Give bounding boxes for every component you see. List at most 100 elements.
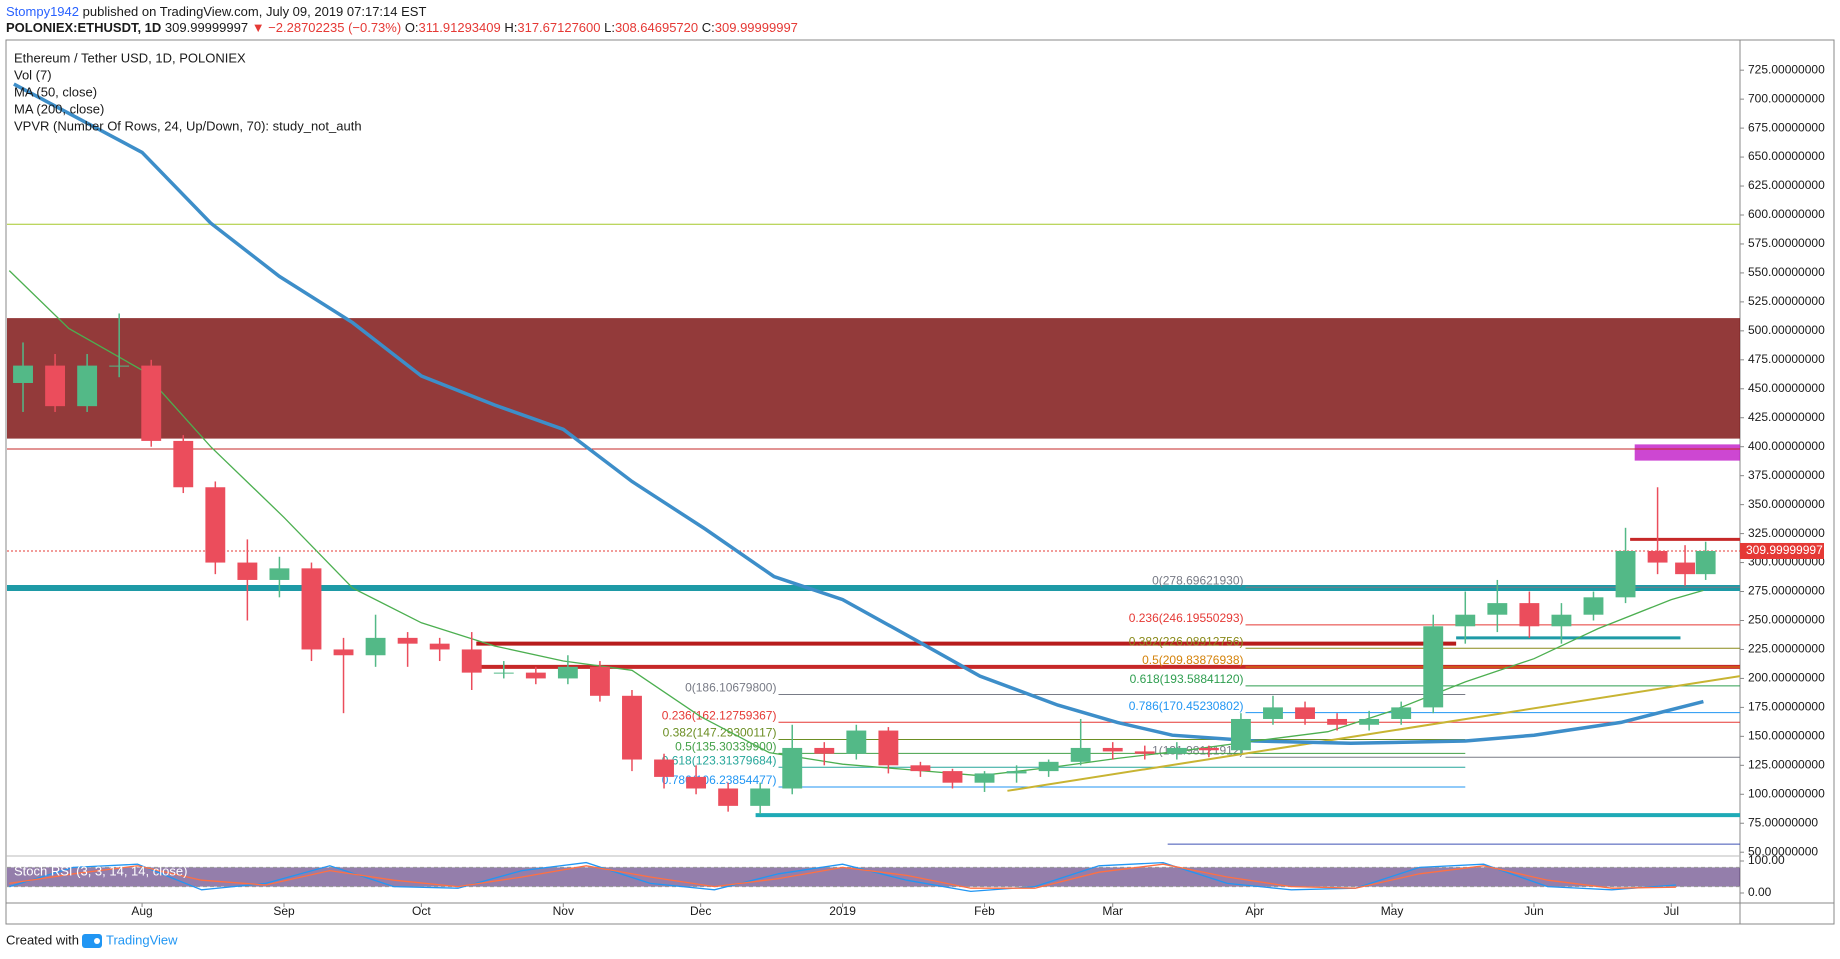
- chart-title: Ethereum / Tether USD, 1D, POLONIEX: [14, 50, 246, 65]
- candle-body: [1198, 747, 1219, 751]
- zone: [1634, 444, 1740, 461]
- candle-body: [365, 637, 386, 656]
- candle-body: [622, 695, 642, 760]
- y-tick-label: 525.00000000: [1748, 294, 1825, 308]
- published: published on TradingView.com, July 09, 2…: [83, 4, 427, 19]
- candle-body: [109, 365, 130, 367]
- x-tick-label: Mar: [1102, 904, 1123, 918]
- candle-body: [654, 759, 674, 777]
- y-tick-label: 500.00000000: [1748, 323, 1825, 337]
- candle-body: [1423, 626, 1444, 708]
- fib-label: 0.5(209.83876938): [1142, 653, 1243, 667]
- y-tick-label: 50.00000000: [1748, 844, 1818, 858]
- stoch-line: [9, 863, 1676, 889]
- candle-body: [910, 765, 931, 772]
- candle-body: [878, 730, 899, 766]
- candle-body: [1070, 747, 1091, 762]
- x-tick-label: Aug: [131, 904, 152, 918]
- y-tick-label: 325.00000000: [1748, 526, 1825, 540]
- ohlc-key: O:: [405, 20, 419, 35]
- y-tick-label: 125.00000000: [1748, 757, 1825, 771]
- x-tick-label: Sep: [273, 904, 295, 918]
- fib-label: 0.236(162.12759367): [662, 708, 777, 722]
- user[interactable]: Stompy1942: [6, 4, 79, 19]
- candle-body: [205, 487, 226, 563]
- candle-body: [1038, 761, 1059, 772]
- ohlc-key: C:: [702, 20, 715, 35]
- trendline: [1007, 675, 1740, 792]
- last: 309.99999997: [165, 20, 248, 35]
- candle-body: [13, 365, 33, 383]
- candle-body: [718, 788, 739, 806]
- candle-body: [333, 649, 354, 656]
- y-tick-label: 175.00000000: [1748, 700, 1825, 714]
- candle-body: [493, 672, 514, 674]
- ohlc-value: 309.99999997: [715, 20, 798, 35]
- candle-body: [782, 747, 803, 789]
- candle-body: [1327, 718, 1348, 725]
- y-tick-label: 275.00000000: [1748, 584, 1825, 598]
- candle-body: [77, 365, 98, 407]
- candle-body: [1102, 747, 1123, 752]
- candle-body: [1519, 603, 1540, 627]
- y-tick-label: 425.00000000: [1748, 410, 1825, 424]
- candle-body: [237, 562, 258, 580]
- y-tick-label: 450.00000000: [1748, 381, 1825, 395]
- fib-label: 0.382(226.08912756): [1129, 634, 1244, 648]
- study-label: MA (200, close): [14, 101, 104, 116]
- x-tick-label: Jul: [1664, 904, 1679, 918]
- chart-layers: 0(278.69621930) 0.236(246.19550293) 0.382(…: [7, 50, 1825, 918]
- candle-body: [1615, 550, 1636, 598]
- candle-body: [141, 365, 162, 441]
- candle-body: [1006, 771, 1027, 774]
- change: ▼ −2.28702235 (−0.73%): [252, 20, 401, 35]
- y-tick-label: 600.00000000: [1748, 207, 1825, 221]
- stoch-line: [9, 861, 1676, 893]
- candle-body: [1583, 597, 1604, 615]
- zone: [7, 318, 1740, 439]
- candle-body: [589, 666, 610, 696]
- ohlc-value: 308.64695720: [615, 20, 698, 35]
- stoch-tick-label: 100.00: [1748, 853, 1785, 867]
- header-line-2: POLONIEX:ETHUSDT, 1D 309.99999997 ▼ −2.2…: [6, 20, 798, 35]
- candle-body: [1551, 614, 1572, 627]
- candle-body: [301, 568, 322, 650]
- study-label: Vol (7): [14, 67, 52, 82]
- last-price-label: 309.99999997: [1746, 543, 1823, 557]
- y-tick-label: 700.00000000: [1748, 91, 1825, 105]
- x-tick-label: Oct: [412, 904, 431, 918]
- candle-body: [1263, 707, 1283, 719]
- candle-body: [557, 666, 578, 679]
- fib-label: 0.618(193.58841120): [1130, 672, 1244, 686]
- fib-label: 0.382(147.29300117): [663, 726, 777, 740]
- ohlc-key: L:: [604, 20, 615, 35]
- candle-body: [173, 440, 194, 488]
- candle-body: [1295, 707, 1315, 719]
- candle-body: [45, 365, 66, 407]
- y-tick-label: 225.00000000: [1748, 642, 1825, 656]
- candle-body: [525, 672, 546, 679]
- ohlc-key: H:: [504, 20, 517, 35]
- y-tick-label: 475.00000000: [1748, 352, 1825, 366]
- x-tick-label: Jun: [1524, 904, 1543, 918]
- fib-label: 0.618(123.31379684): [662, 753, 777, 767]
- x-tick-label: Dec: [690, 904, 711, 918]
- candle-body: [814, 747, 835, 754]
- moving-average: [8, 270, 1704, 777]
- x-tick-label: 2019: [829, 904, 856, 918]
- stoch-title: Stoch RSI (3, 3, 14, 14, close): [14, 863, 187, 878]
- footer-brand[interactable]: TradingView: [106, 932, 178, 947]
- y-tick-label: 725.00000000: [1748, 62, 1825, 76]
- x-tick-label: Feb: [974, 904, 995, 918]
- candle-body: [1359, 718, 1380, 725]
- candle-body: [686, 776, 707, 789]
- candle-body: [461, 649, 482, 673]
- study-label: VPVR (Number Of Rows, 24, Up/Down, 70): …: [14, 118, 362, 133]
- y-tick-label: 350.00000000: [1748, 497, 1825, 511]
- fib-label: 0.236(246.19550293): [1129, 611, 1244, 625]
- y-tick-label: 375.00000000: [1748, 468, 1825, 482]
- symbol: POLONIEX:ETHUSDT, 1D: [6, 20, 161, 35]
- fib-label: 0.5(135.30339900): [675, 740, 776, 754]
- y-tick-label: 550.00000000: [1748, 265, 1825, 279]
